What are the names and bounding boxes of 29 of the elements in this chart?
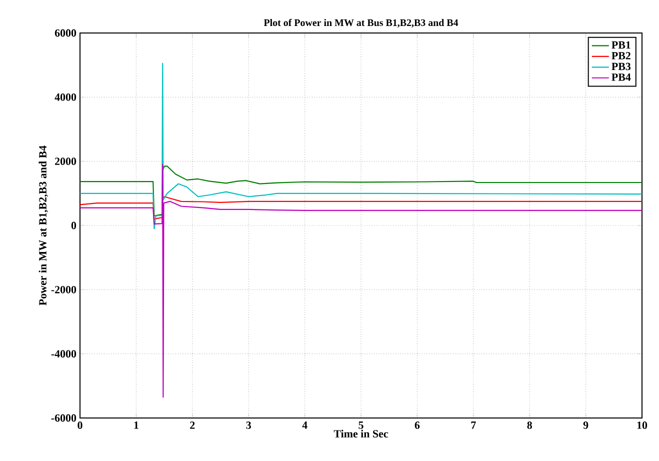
legend-label: PB3 <box>612 62 631 70</box>
chart-title: Plot of Power in MW at Bus B1,B2,B3 and B4 <box>264 18 458 28</box>
x-tick-label: 9 <box>583 422 588 429</box>
x-tick-label: 6 <box>414 422 420 429</box>
y-tick-label: -2000 <box>51 286 76 294</box>
y-axis-title: Power in MW at B1,B2,B3 and B4 <box>38 146 48 306</box>
x-tick-label: 1 <box>134 422 138 429</box>
x-tick-label: 2 <box>190 422 195 429</box>
legend-label: PB2 <box>612 52 630 60</box>
x-tick-label: 4 <box>302 422 308 429</box>
line-series <box>80 164 642 398</box>
y-tick-label: 4000 <box>54 93 76 101</box>
line-series <box>80 62 642 230</box>
x-tick-label: 7 <box>471 422 476 429</box>
y-tick-label: -6000 <box>51 414 76 422</box>
y-tick-label: -4000 <box>51 350 76 358</box>
x-tick-label: 0 <box>78 422 82 429</box>
line-series <box>80 196 642 220</box>
x-tick-label: 3 <box>246 422 251 429</box>
x-tick-label: 5 <box>358 422 364 429</box>
legend-label: PB1 <box>612 41 630 49</box>
y-tick-label: 6000 <box>54 29 76 37</box>
line-series <box>80 166 642 216</box>
legend-label: PB4 <box>612 74 631 81</box>
x-axis-title: Time in Sec <box>334 430 388 438</box>
y-tick-label: 0 <box>71 222 76 230</box>
y-tick-label: 2000 <box>55 158 76 166</box>
x-tick-label: 10 <box>637 422 648 429</box>
x-tick-label: 8 <box>527 422 532 429</box>
